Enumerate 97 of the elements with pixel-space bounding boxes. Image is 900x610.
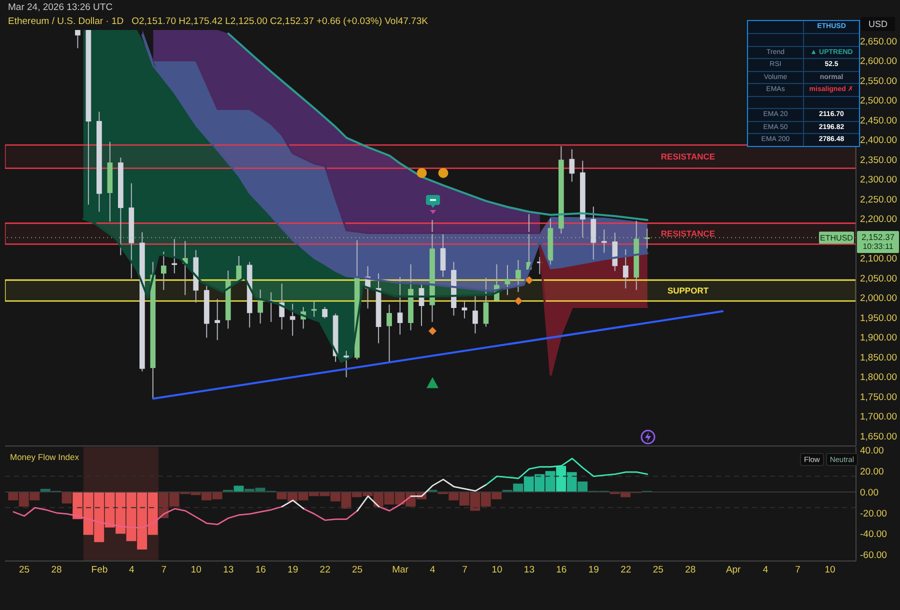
y-tick-label: 1,650.00 [860, 431, 897, 442]
candlestick [322, 306, 328, 319]
y-tick-label: 2,650.00 [860, 36, 897, 48]
x-tick-label: Mar [392, 564, 408, 576]
x-tick-label: 25 [652, 564, 664, 576]
x-tick-label: 4 [430, 564, 436, 576]
candlestick [214, 298, 220, 341]
y-tick-label: 2,200.00 [860, 214, 897, 226]
y-tick-label: 1,700.00 [860, 412, 897, 423]
x-tick-label: 22 [620, 564, 632, 576]
candlestick [386, 304, 392, 364]
point [438, 168, 448, 178]
x-tick-label: 10 [492, 564, 502, 576]
bar [62, 492, 72, 504]
candlestick [172, 238, 178, 274]
candlestick [472, 295, 478, 334]
x-tick-label: 10 [190, 564, 202, 576]
line-series [486, 458, 648, 486]
x-tick-label: 19 [588, 564, 599, 576]
bar [566, 472, 577, 492]
x-tick-label: 16 [556, 564, 567, 576]
candlestick [601, 229, 607, 254]
x-tick-label: 22 [320, 564, 330, 576]
y-tick-label: 20.00 [860, 466, 884, 478]
y-axis-title: USD [861, 17, 895, 31]
candlestick [258, 289, 264, 324]
band-label: RESISTANCE [660, 152, 716, 162]
bar [578, 482, 588, 492]
y-tick-label: 2,100.00 [860, 254, 897, 265]
y-tick-label: 2,600.00 [860, 56, 897, 68]
candlestick [75, 30, 80, 49]
text: 2,152.37 [860, 232, 896, 242]
y-tick-label: -40.00 [860, 529, 887, 540]
bar [556, 466, 566, 492]
band-label: SUPPORT [667, 286, 710, 296]
x-tick-label: Apr [726, 564, 741, 576]
text: Mar 24, 2026 13:26 UTC [8, 2, 113, 13]
x-tick-label: 25 [18, 564, 30, 576]
x-tick-label: 4 [129, 564, 134, 576]
candlestick [160, 251, 166, 290]
y-tick-label: 2,500.00 [860, 96, 897, 107]
y-tick-label: -60.00 [860, 550, 887, 562]
x-tick-label: 7 [161, 564, 167, 576]
ref-line-label: ETHUSD [820, 233, 854, 242]
y-tick-label: 1,850.00 [860, 352, 897, 364]
chart-subtitle: O2,151.70 H2,175.42 L2,125.00 C2,152.37 +0.66 (+0.03%) Vol47.73K [132, 16, 428, 27]
text: Money Flow Index [10, 452, 79, 462]
y-tick-label: 2,050.00 [860, 273, 897, 284]
candlestick [344, 350, 349, 378]
x-tick-label: 28 [51, 564, 62, 576]
x-tick-label: 7 [795, 564, 800, 576]
x-tick-label: 25 [352, 564, 363, 576]
x-tick-label: 13 [223, 564, 234, 576]
candlestick [397, 276, 403, 336]
y-tick-label: 1,900.00 [860, 332, 897, 344]
y-tick-label: 1,800.00 [860, 372, 897, 384]
point [416, 168, 427, 178]
y-tick-label: 2,250.00 [860, 194, 897, 206]
x-tick-label: 28 [685, 564, 696, 576]
x-tick-label: 13 [524, 564, 534, 576]
bar [513, 484, 524, 492]
x-tick-label: Feb [91, 564, 108, 576]
candlestick [483, 277, 489, 328]
x-tick-label: 10 [824, 564, 836, 576]
candlestick [462, 301, 468, 319]
candlestick [569, 148, 575, 182]
y-tick-label: 2,300.00 [860, 174, 897, 186]
x-tick-label: 19 [288, 564, 298, 576]
candlestick [516, 259, 521, 292]
text: 10:33:11 [862, 242, 894, 253]
band-label: RESISTANCE [660, 228, 716, 239]
candlestick [622, 248, 628, 289]
point [525, 276, 534, 284]
point [426, 377, 439, 388]
y-tick-label: -20.00 [860, 508, 887, 520]
candlestick [440, 234, 446, 278]
candlestick [290, 303, 296, 336]
y-tick-label: 2,350.00 [860, 154, 897, 166]
x-tick-label: 4 [762, 564, 768, 576]
candlestick [311, 300, 317, 318]
y-tick-label: 2,550.00 [860, 76, 897, 87]
candlestick [504, 264, 510, 296]
y-tick-label: 40.00 [860, 446, 884, 457]
y-tick-label: 0.00 [860, 487, 878, 498]
candlestick [590, 206, 596, 260]
point [428, 327, 437, 336]
x-tick-label: 7 [462, 564, 468, 576]
y-tick-label: 1,950.00 [860, 312, 897, 324]
bar [234, 486, 244, 492]
y-tick-label: 2,000.00 [860, 293, 897, 304]
chart-title: Ethereum / U.S. Dollar · 1D [8, 16, 124, 27]
point [514, 297, 522, 306]
line-series [227, 32, 648, 222]
y-tick-label: 2,450.00 [860, 115, 897, 126]
x-tick-label: 16 [255, 564, 266, 576]
y-tick-label: 1,750.00 [860, 392, 897, 403]
y-tick-label: 2,400.00 [860, 135, 897, 146]
